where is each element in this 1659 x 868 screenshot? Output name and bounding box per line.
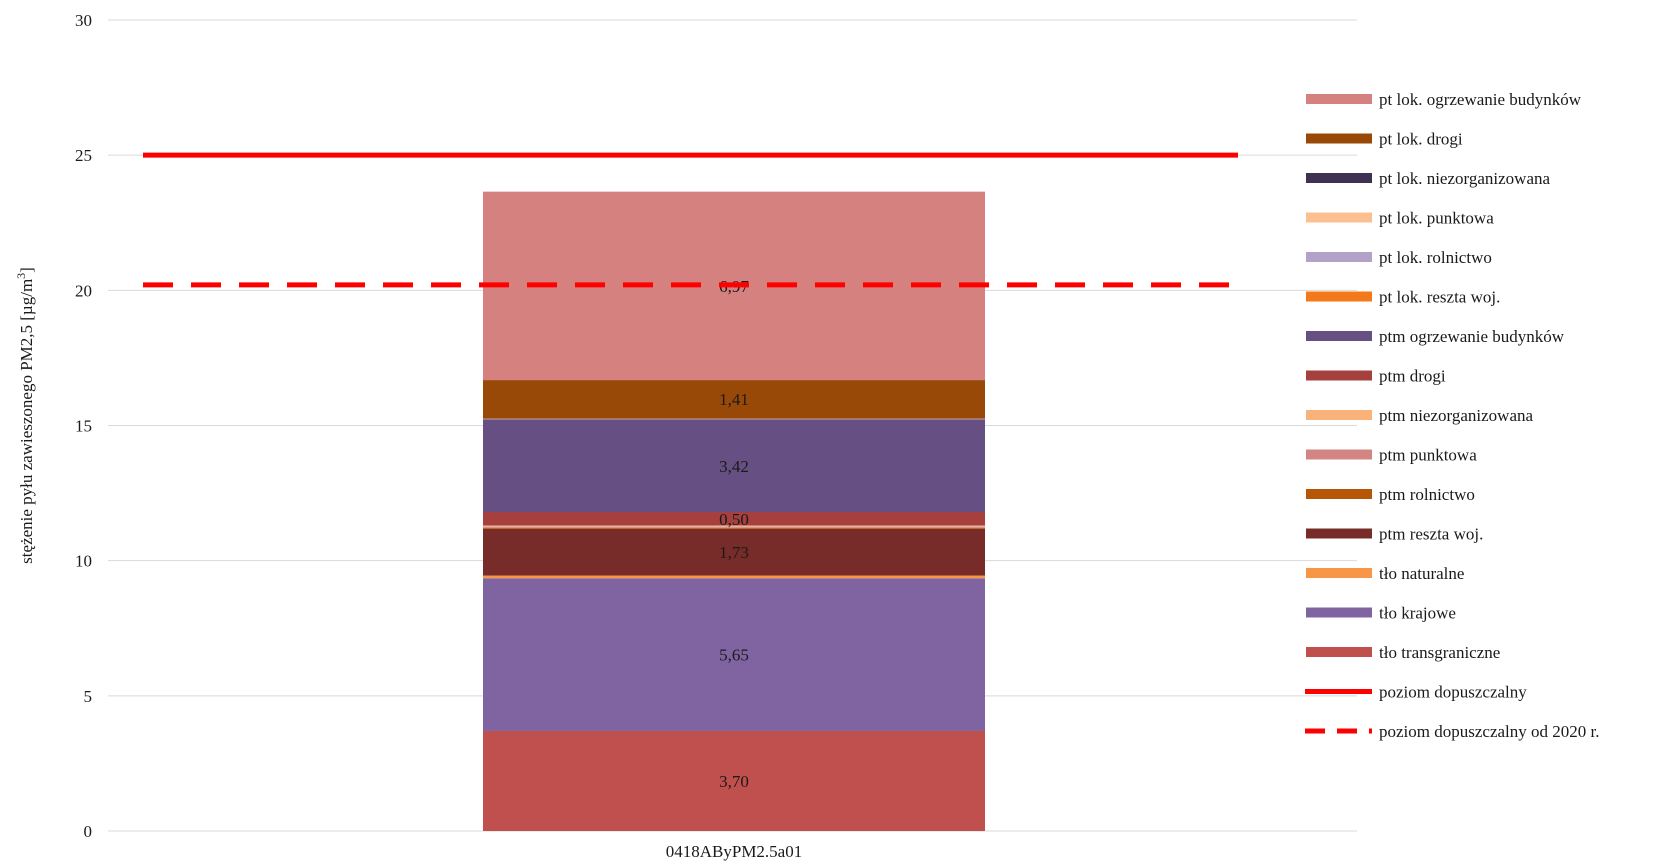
bar-segment [483, 418, 985, 419]
legend-item: ptm drogi [1306, 367, 1446, 386]
segment-labels: 3,705,651,730,503,421,416,97 [719, 277, 749, 791]
legend-swatch [1306, 212, 1372, 223]
legend-item: tło krajowe [1306, 604, 1456, 623]
legend-item: ptm rolnictwo [1306, 485, 1475, 504]
stacked-bar [483, 191, 985, 831]
x-category-label: 0418AByPM2.5a01 [666, 842, 802, 861]
segment-value-label: 5,65 [719, 646, 749, 665]
y-tick-label: 15 [75, 417, 92, 436]
bar-segment [483, 528, 985, 576]
bar-segment [483, 512, 985, 526]
legend-label: pt lok. niezorganizowana [1379, 169, 1551, 188]
reference-lines [143, 152, 1240, 288]
legend-item: pt lok. punktowa [1306, 209, 1494, 228]
legend-swatch [1306, 607, 1372, 618]
y-axis-label: stężenie pyłu zawieszonego PM2,5 [µg/m3] [14, 267, 36, 564]
y-tick-label: 20 [75, 281, 92, 300]
legend-swatch [1306, 489, 1372, 499]
bar-segment [483, 419, 985, 420]
legend-swatch [1306, 173, 1372, 183]
legend-swatch [1306, 568, 1372, 578]
legend-label: tło krajowe [1379, 604, 1456, 623]
bar-segment [483, 526, 985, 528]
legend-swatch [1306, 410, 1372, 420]
legend-label: ptm punktowa [1379, 446, 1477, 465]
y-tick-label: 0 [84, 822, 93, 841]
bar-segment [483, 525, 985, 527]
x-axis-categories: 0418AByPM2.5a01 [666, 842, 802, 861]
legend-item: pt lok. rolnictwo [1306, 248, 1492, 267]
segment-value-label: 3,70 [719, 772, 749, 791]
legend-item: ptm niezorganizowana [1306, 406, 1534, 425]
legend-swatch [1306, 331, 1372, 341]
legend-item: poziom dopuszczalny od 2020 r. [1305, 722, 1600, 741]
legend-swatch [1306, 252, 1372, 262]
legend-label: pt lok. punktowa [1379, 209, 1494, 228]
legend-label: poziom dopuszczalny od 2020 r. [1379, 722, 1600, 741]
legend-item: poziom dopuszczalny [1305, 683, 1527, 702]
segment-value-label: 0,50 [719, 510, 749, 529]
legend-label: poziom dopuszczalny [1379, 683, 1527, 702]
y-tick-label: 10 [75, 552, 92, 571]
legend-label: ptm ogrzewanie budynków [1379, 327, 1565, 346]
legend-item: pt lok. reszta woj. [1306, 288, 1500, 307]
y-tick-label: 30 [75, 11, 92, 30]
legend-label: pt lok. rolnictwo [1379, 248, 1492, 267]
legend-swatch [1306, 370, 1372, 381]
bar-segment [483, 380, 985, 419]
bar-segment [483, 575, 985, 579]
segment-value-label: 1,41 [719, 390, 749, 409]
legend-item: ptm ogrzewanie budynków [1306, 327, 1565, 346]
legend: pt lok. ogrzewanie budynków pt lok. drogi… [1305, 90, 1600, 741]
bar-segment [483, 418, 985, 420]
y-axis-title: stężenie pyłu zawieszonego PM2,5 [µg/m3] [14, 267, 36, 564]
legend-item: tło naturalne [1306, 564, 1464, 583]
segment-value-label: 3,42 [719, 457, 749, 476]
legend-label: pt lok. reszta woj. [1379, 288, 1500, 307]
legend-swatch [1306, 449, 1372, 460]
bar-segment [483, 578, 985, 731]
legend-item: pt lok. niezorganizowana [1306, 169, 1551, 188]
y-axis-ticks: 0 5 10 15 20 25 30 [75, 11, 92, 841]
legend-swatch [1306, 528, 1372, 539]
legend-label: tło transgraniczne [1379, 643, 1500, 662]
legend-item: ptm reszta woj. [1306, 525, 1483, 544]
bar-segment [483, 418, 985, 419]
legend-label: pt lok. drogi [1379, 130, 1463, 149]
bar-segment [483, 527, 985, 529]
legend-swatch [1306, 647, 1372, 657]
y-tick-label: 25 [75, 146, 92, 165]
legend-label: ptm reszta woj. [1379, 525, 1483, 544]
legend-label: pt lok. ogrzewanie budynków [1379, 90, 1582, 109]
legend-label: ptm niezorganizowana [1379, 406, 1534, 425]
legend-swatch [1306, 291, 1372, 302]
legend-label: ptm rolnictwo [1379, 485, 1475, 504]
legend-swatch [1306, 133, 1372, 144]
legend-label: ptm drogi [1379, 367, 1446, 386]
bar-segment [483, 419, 985, 513]
legend-item: ptm punktowa [1306, 446, 1477, 465]
y-tick-label: 5 [84, 687, 93, 706]
legend-item: pt lok. drogi [1306, 130, 1463, 149]
legend-label: tło naturalne [1379, 564, 1464, 583]
legend-swatch [1306, 94, 1372, 104]
bar-segment [483, 730, 985, 831]
legend-item: tło transgraniczne [1306, 643, 1500, 662]
segment-value-label: 1,73 [719, 543, 749, 562]
legend-item: pt lok. ogrzewanie budynków [1306, 90, 1582, 109]
